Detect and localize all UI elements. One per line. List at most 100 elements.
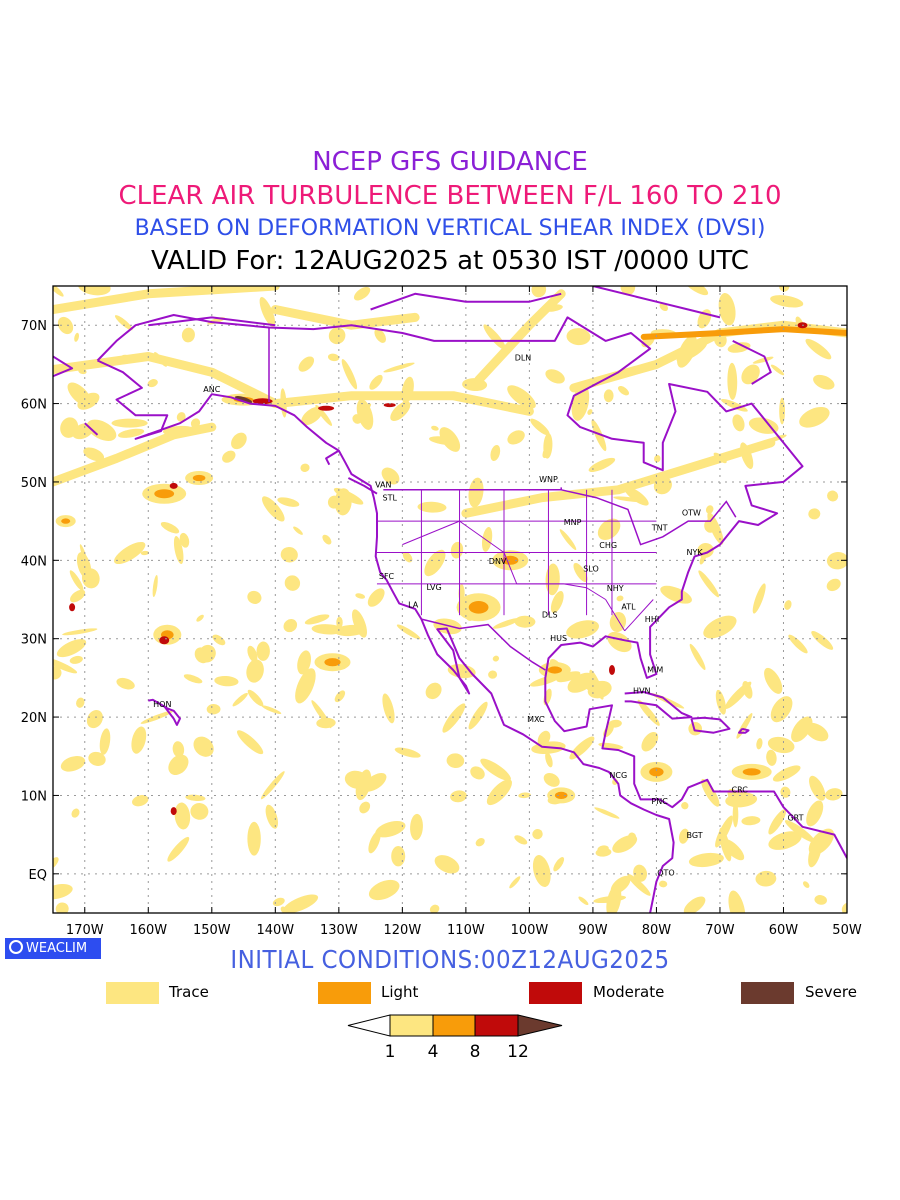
x-tick-label: 100W [511, 923, 549, 938]
trace-area [752, 356, 774, 364]
x-tick-label: 70W [705, 923, 735, 938]
trace-area [280, 906, 287, 913]
trace-area [355, 593, 366, 599]
trace-area [770, 364, 785, 376]
station-label-pnc: PNC [651, 797, 668, 806]
moderate-area [609, 665, 615, 675]
trace-area [417, 501, 447, 513]
title-line-3: BASED ON DEFORMATION VERTICAL SHEAR INDE… [134, 216, 766, 241]
colorbar-high-arrow [517, 1014, 563, 1037]
moderate-area [69, 603, 76, 612]
trace-area [446, 753, 465, 769]
coastline [347, 477, 378, 495]
trace-area [114, 541, 146, 565]
station-label-chg: CHG [599, 541, 617, 550]
trace-area [236, 730, 264, 755]
coastline [96, 314, 847, 859]
y-tick-label: 20N [21, 711, 47, 726]
trace-area [507, 385, 536, 409]
longitude-axis: 170W 160W 150W 140W 130W 120W 110W 100W 90W 80W 70… [66, 286, 862, 938]
trace-area [277, 497, 300, 507]
y-tick-label: 50N [21, 476, 47, 491]
weaclim-badge: WEACLIM [5, 938, 101, 959]
x-tick-label: 120W [384, 923, 422, 938]
trace-area [553, 857, 565, 872]
trace-area [594, 807, 620, 819]
trace-area [767, 736, 795, 754]
trace-area [181, 327, 195, 343]
trace-area [772, 765, 801, 782]
trace-area [720, 398, 748, 412]
x-tick-label: 60W [769, 923, 799, 938]
moderate-area [159, 636, 170, 645]
trace-area [69, 655, 83, 664]
coastline [690, 716, 731, 734]
trace-area [806, 800, 824, 827]
legend-swatch-trace [106, 982, 159, 1004]
trace-area [353, 286, 371, 301]
state-boundary [605, 599, 626, 632]
trace-area [394, 747, 421, 758]
state-boundary [459, 520, 505, 553]
light-area [742, 768, 761, 776]
trace-area [284, 575, 301, 591]
trace-area [814, 895, 827, 905]
trace-area [172, 741, 185, 758]
trace-area [214, 675, 239, 687]
trace-area [53, 884, 73, 900]
colorbar: 1 4 8 12 [347, 1014, 563, 1062]
colorbar-tick-label: 4 [428, 1042, 439, 1062]
trace-area [715, 689, 727, 715]
legend-label-trace: Trace [169, 983, 209, 1001]
station-label-atl: ATL [621, 603, 636, 612]
trace-area [283, 619, 298, 633]
trace-area [573, 562, 588, 583]
moderate-area [318, 405, 335, 411]
x-tick-label: 50W [832, 923, 862, 938]
y-tick-label: 40N [21, 554, 47, 569]
trace-area [514, 835, 528, 845]
trace-area [752, 583, 766, 614]
x-tick-label: 90W [578, 923, 608, 938]
state-boundary [563, 583, 587, 589]
trace-area [587, 409, 593, 415]
station-label-la: LA [408, 600, 419, 609]
trace-area [391, 846, 406, 867]
trace-area [490, 444, 501, 462]
y-tick-label: EQ [29, 868, 47, 883]
station-label-grt: GRT [787, 814, 803, 823]
colorbar-segment [432, 1014, 476, 1037]
trace-area [168, 754, 189, 775]
station-label-tnt: TNT [651, 524, 668, 533]
trace-area [140, 550, 150, 556]
trace-area [481, 527, 493, 552]
trace-area [334, 488, 352, 516]
trace-area [597, 518, 621, 541]
coastline [738, 727, 750, 734]
state-boundary [586, 587, 606, 600]
trace-area [734, 789, 747, 803]
trace-area [595, 848, 612, 857]
x-tick-label: 130W [320, 923, 358, 938]
state-boundary [402, 520, 460, 546]
trace-area [704, 518, 717, 533]
trace-area [328, 327, 346, 345]
trace-area [247, 821, 261, 856]
trace-area [396, 624, 421, 640]
colorbar-segment [474, 1014, 519, 1037]
trace-area [518, 792, 531, 799]
trace-area [637, 699, 660, 726]
trace-area [468, 701, 488, 730]
trace-area [56, 639, 87, 658]
trace-area [641, 731, 659, 752]
trace-area [705, 505, 714, 514]
y-tick-label: 70N [21, 319, 47, 334]
trace-area [678, 828, 690, 844]
trace-band [53, 422, 217, 487]
station-label-van: VAN [375, 480, 391, 489]
station-label-nyk: NYK [687, 548, 704, 557]
legend-label-moderate: Moderate [593, 983, 665, 1001]
trace-area [176, 412, 186, 422]
trace-area [660, 585, 692, 604]
trace-area [728, 890, 746, 913]
